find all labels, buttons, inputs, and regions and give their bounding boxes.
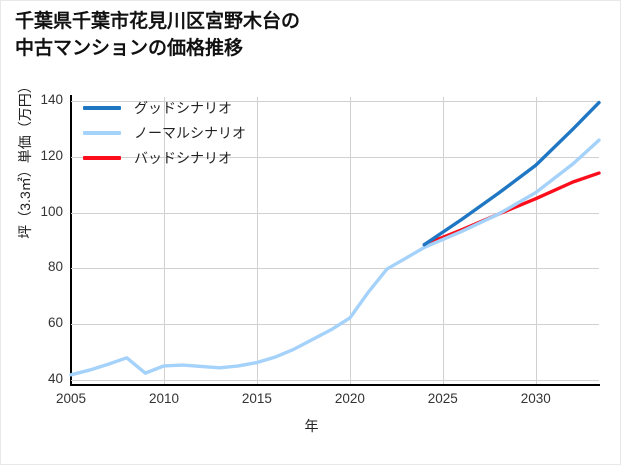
legend-label: ノーマルシナリオ — [134, 124, 246, 141]
y-tick-label-80: 80 — [47, 259, 63, 275]
y-axis-spine — [70, 95, 72, 386]
x-tick-label-2020: 2020 — [334, 391, 365, 406]
y-tick-label-120: 120 — [40, 147, 63, 163]
series-line-グッドシナリオ — [422, 100, 601, 247]
gridline-x-2020 — [349, 97, 351, 384]
legend-swatch-icon — [83, 155, 121, 160]
plot-area — [69, 97, 601, 384]
x-tick-label-2030: 2030 — [520, 391, 551, 406]
y-tick-label-140: 140 — [40, 92, 63, 108]
legend-item-0[interactable]: グッドシナリオ — [83, 95, 298, 120]
gridline-y-120 — [71, 156, 599, 158]
x-tick-label-2015: 2015 — [241, 391, 272, 406]
y-tick-label-100: 100 — [40, 203, 63, 219]
y-tick-label-40: 40 — [47, 370, 63, 386]
gridline-y-80 — [71, 268, 599, 270]
x-tick-label-2010: 2010 — [148, 391, 180, 406]
gridline-y-100 — [71, 212, 599, 214]
x-axis-title: 年 — [304, 418, 319, 434]
x-tick-label-2025: 2025 — [427, 391, 458, 406]
y-axis-title: 坪（3.3㎡）単価（万円） — [17, 79, 33, 239]
legend-item-2[interactable]: バッドシナリオ — [83, 145, 298, 170]
series-lines — [69, 100, 601, 377]
x-axis-spine — [70, 384, 600, 386]
legend-item-1[interactable]: ノーマルシナリオ — [83, 120, 298, 145]
gridline-y-60 — [71, 324, 599, 326]
chart-legend: グッドシナリオ ノーマルシナリオ バッドシナリオ — [83, 91, 298, 174]
y-tick-label-60: 60 — [47, 315, 63, 331]
page-title: 千葉県千葉市花見川区宮野木台の 中古マンションの価格推移 — [15, 11, 301, 59]
gridline-x-2030 — [535, 97, 537, 384]
gridline-x-2015 — [256, 97, 258, 384]
series-line-ノーマルシナリオ — [69, 138, 601, 377]
legend-label: バッドシナリオ — [134, 149, 232, 166]
x-tick-label-2005: 2005 — [55, 391, 87, 406]
gridline-y-40 — [71, 379, 599, 381]
legend-swatch-icon — [83, 105, 121, 110]
series-line-バッドシナリオ — [422, 171, 601, 247]
gridline-y-140 — [71, 101, 599, 103]
legend-label: グッドシナリオ — [134, 99, 232, 116]
gridline-x-2010 — [164, 97, 165, 384]
legend-swatch-icon — [83, 130, 121, 135]
